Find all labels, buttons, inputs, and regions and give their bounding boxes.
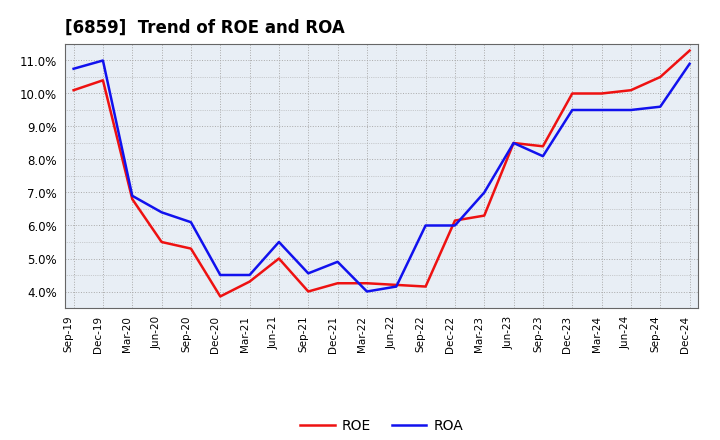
ROA [685, 61, 694, 66]
ROA [99, 58, 107, 63]
ROE [216, 294, 225, 299]
ROA [186, 220, 195, 225]
ROA [69, 66, 78, 71]
ROE [626, 88, 635, 93]
ROE [99, 77, 107, 83]
ROA [421, 223, 430, 228]
ROE [157, 239, 166, 245]
ROE [186, 246, 195, 251]
ROA [157, 210, 166, 215]
ROE [598, 91, 606, 96]
Line: ROA: ROA [73, 61, 690, 292]
ROE [539, 143, 547, 149]
ROA [568, 107, 577, 113]
ROA [626, 107, 635, 113]
ROA [480, 190, 489, 195]
ROA [246, 272, 254, 278]
ROA [392, 284, 400, 289]
ROE [685, 48, 694, 53]
ROE [656, 74, 665, 80]
ROA [363, 289, 372, 294]
ROA [333, 259, 342, 264]
ROE [421, 284, 430, 289]
ROA [274, 239, 283, 245]
ROE [451, 218, 459, 223]
ROA [656, 104, 665, 109]
ROE [363, 281, 372, 286]
ROA [598, 107, 606, 113]
ROA [509, 140, 518, 146]
Text: [6859]  Trend of ROE and ROA: [6859] Trend of ROE and ROA [65, 19, 345, 37]
ROE [304, 289, 312, 294]
ROA [539, 154, 547, 159]
ROE [128, 196, 137, 202]
ROA [304, 271, 312, 276]
Legend: ROE, ROA: ROE, ROA [294, 413, 469, 438]
ROE [392, 282, 400, 288]
Line: ROE: ROE [73, 51, 690, 297]
ROE [509, 140, 518, 146]
ROE [274, 256, 283, 261]
ROA [128, 193, 137, 198]
ROE [480, 213, 489, 218]
ROA [216, 272, 225, 278]
ROE [69, 88, 78, 93]
ROE [333, 281, 342, 286]
ROA [451, 223, 459, 228]
ROE [246, 279, 254, 284]
ROE [568, 91, 577, 96]
